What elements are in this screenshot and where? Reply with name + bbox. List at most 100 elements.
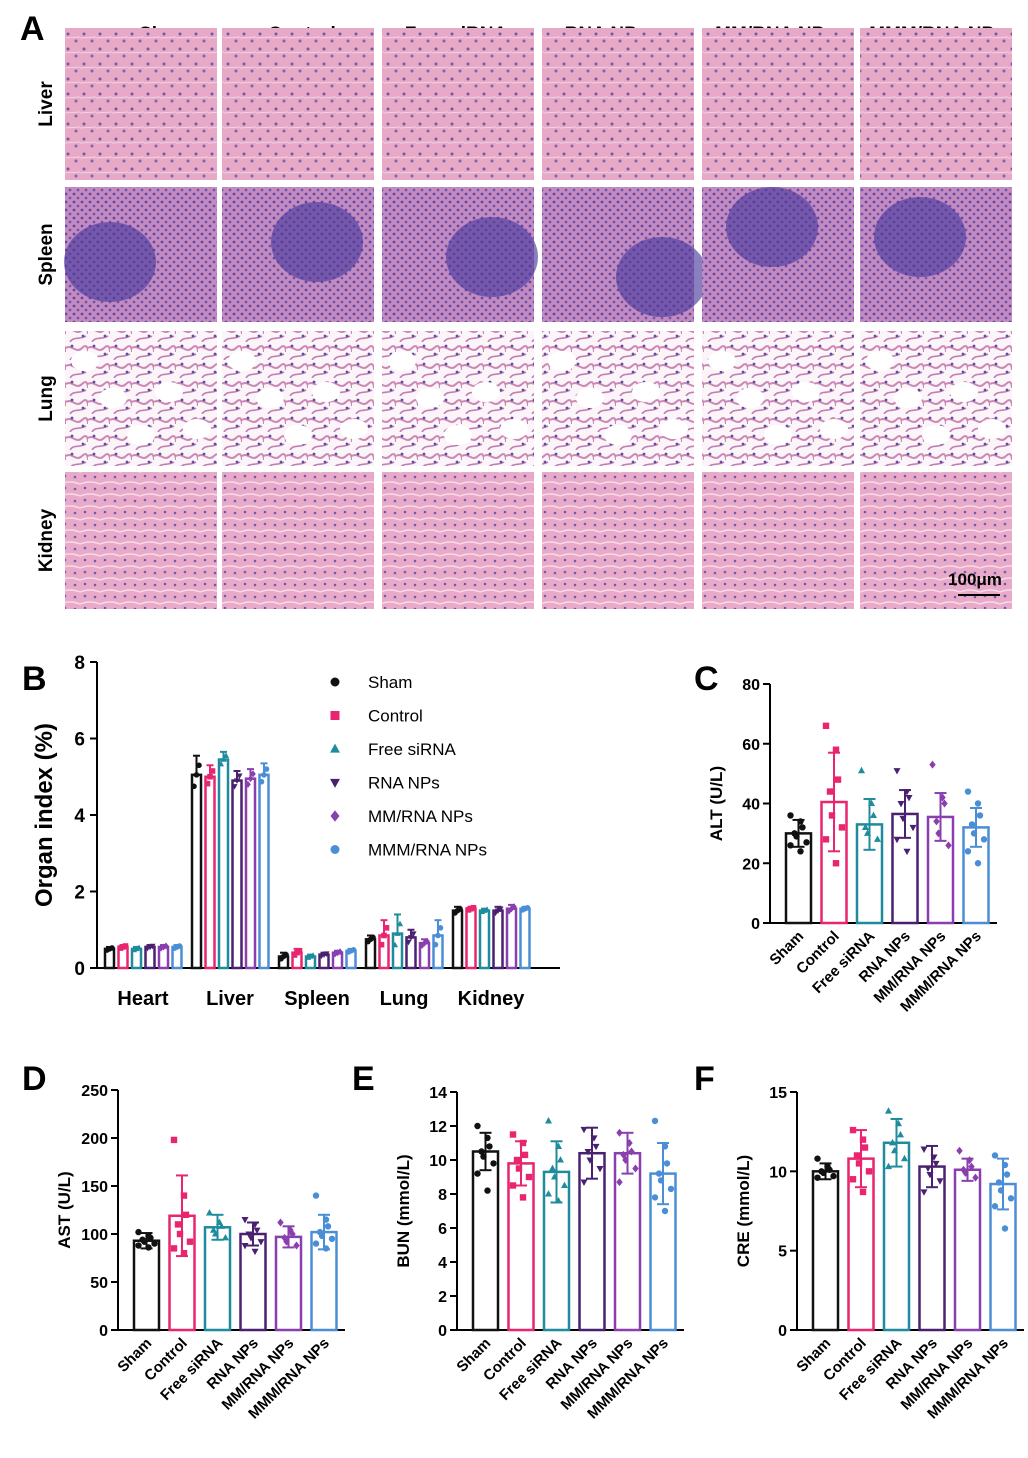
data-point (894, 1119, 903, 1127)
data-point (247, 1235, 255, 1242)
tissue-texture (382, 472, 534, 609)
y-tick-label: 8 (438, 1187, 447, 1204)
data-point (509, 1182, 517, 1189)
data-point (480, 1153, 487, 1160)
data-point (884, 1162, 893, 1170)
data-point (968, 1162, 975, 1171)
legend-marker (330, 778, 340, 788)
data-point (484, 1134, 491, 1142)
data-point (991, 1152, 999, 1159)
data-point (407, 935, 415, 941)
data-point (956, 1146, 963, 1155)
histology-image (382, 472, 534, 609)
histology-image (222, 472, 374, 609)
data-point (586, 1157, 594, 1164)
data-point (141, 1238, 148, 1245)
bar (953, 1168, 982, 1332)
y-axis-label: ALT (U/L) (707, 766, 726, 841)
data-point (966, 1156, 973, 1165)
y-axis-label: CRE (mmol/L) (734, 1155, 753, 1267)
data-point (899, 815, 907, 823)
alveolar-space (256, 388, 284, 408)
data-point (556, 1156, 565, 1163)
data-point (968, 821, 976, 828)
data-point (296, 947, 303, 954)
data-point (1001, 1161, 1009, 1169)
data-point (920, 1189, 928, 1196)
data-point (250, 770, 256, 778)
data-point (822, 836, 830, 843)
tissue-texture (860, 472, 1012, 609)
data-point (616, 1178, 623, 1187)
alveolar-space (71, 351, 99, 371)
data-point (1003, 1171, 1011, 1178)
data-point (207, 773, 213, 780)
alveolar-space (388, 351, 416, 371)
data-point (182, 1211, 190, 1218)
bar (231, 779, 243, 970)
data-point (257, 1239, 265, 1246)
data-point (661, 1143, 669, 1150)
data-point (995, 1179, 1003, 1186)
data-point (174, 1221, 182, 1228)
bar (432, 934, 444, 970)
white-pulp-region (446, 217, 538, 297)
data-point (163, 942, 169, 950)
data-point (849, 1126, 857, 1134)
data-point (247, 775, 254, 783)
bar (578, 1151, 606, 1332)
tissue-texture (702, 28, 854, 180)
y-tick-label: 2 (74, 883, 85, 904)
alveolar-space (820, 419, 848, 439)
data-point (484, 1187, 491, 1194)
histology-image (64, 187, 217, 322)
histology-image (542, 187, 708, 322)
y-tick-label: 200 (81, 1131, 108, 1148)
alveolar-space (894, 388, 922, 408)
data-point (370, 934, 376, 941)
histology-image (65, 331, 217, 466)
data-point (424, 937, 430, 945)
data-point (1007, 1195, 1015, 1202)
y-tick-label: 15 (769, 1085, 787, 1102)
data-point (663, 1160, 671, 1167)
data-point (486, 1143, 493, 1150)
histology-image (702, 187, 854, 322)
data-point (217, 760, 225, 767)
data-point (896, 1131, 905, 1138)
data-point (826, 1166, 833, 1173)
data-point (405, 939, 412, 946)
y-tick-label: 250 (81, 1083, 108, 1100)
alveolar-space (155, 382, 183, 402)
data-point (929, 760, 936, 769)
alveolar-space (866, 351, 894, 371)
data-point (814, 1155, 821, 1162)
data-point (814, 1174, 821, 1181)
data-point (437, 925, 444, 931)
data-point (560, 1181, 569, 1189)
histology-image (382, 331, 534, 466)
histology-image (860, 187, 1012, 322)
alveolar-space (444, 425, 472, 445)
data-point (849, 1176, 857, 1183)
data-point (513, 1156, 521, 1164)
y-tick-label: 0 (438, 1323, 447, 1340)
data-point (628, 1147, 635, 1156)
data-point (191, 783, 197, 790)
y-tick-label: 0 (778, 1323, 787, 1340)
y-tick-label: 20 (742, 856, 760, 873)
data-point (554, 1142, 563, 1149)
scale-bar-label: 100μm (948, 570, 1002, 589)
bar (204, 775, 216, 970)
data-point (470, 904, 477, 911)
data-point (834, 776, 842, 783)
y-axis-label: AST (U/L) (55, 1171, 74, 1248)
alveolar-space (922, 425, 950, 445)
data-point (884, 1107, 893, 1114)
alveolar-space (736, 388, 764, 408)
data-point (328, 1235, 336, 1243)
data-point (515, 1165, 523, 1172)
data-point (888, 1138, 897, 1146)
data-point (590, 1135, 598, 1142)
